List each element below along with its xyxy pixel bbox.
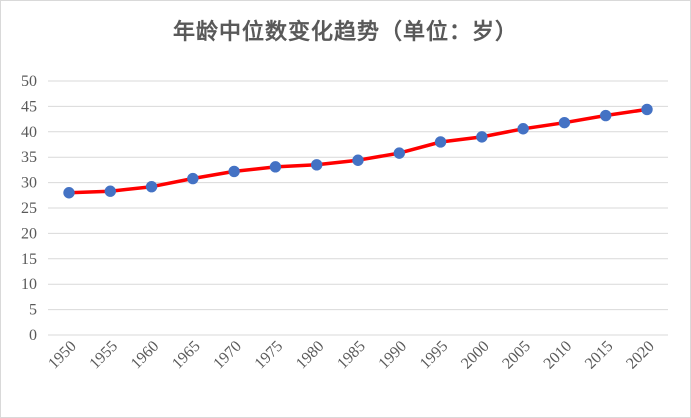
data-point [476, 131, 488, 143]
data-point [145, 180, 158, 193]
y-tick-label: 5 [29, 302, 37, 319]
x-tick-label: 1980 [293, 338, 328, 373]
data-point [517, 123, 529, 135]
x-tick-label: 2005 [499, 338, 534, 373]
x-tick-label: 2010 [541, 338, 576, 373]
x-tick-label: 1955 [86, 338, 121, 373]
x-tick-label: 1965 [169, 338, 204, 373]
x-tick-label: 2020 [623, 338, 658, 373]
y-tick-label: 35 [21, 149, 37, 166]
data-point [104, 185, 116, 197]
x-tick-label: 2015 [582, 338, 617, 373]
data-point [311, 159, 323, 171]
data-point [187, 172, 199, 185]
y-tick-label: 50 [21, 73, 37, 90]
x-tick-label: 1975 [252, 338, 287, 373]
y-tick-label: 25 [21, 200, 37, 217]
x-tick-label: 1990 [375, 338, 410, 373]
y-tick-label: 0 [29, 327, 37, 344]
y-tick-label: 40 [21, 124, 37, 141]
x-tick-label: 1995 [417, 338, 452, 373]
x-tick-label: 1950 [45, 338, 80, 373]
data-point [269, 161, 282, 173]
y-tick-label: 45 [21, 98, 37, 115]
y-axis-ticks: 0 5 10 15 20 25 30 35 40 45 50 [21, 73, 37, 344]
x-tick-label: 1960 [128, 338, 163, 373]
x-axis-ticks: 1950 1955 1960 1965 1970 1975 1980 1985 1990 1995… [45, 338, 658, 373]
data-point [228, 165, 240, 178]
data-point [63, 187, 75, 199]
data-point [434, 136, 447, 148]
series-layer [63, 103, 653, 199]
data-point [600, 109, 612, 122]
y-tick-label: 30 [21, 175, 37, 192]
data-point [558, 116, 571, 129]
data-point [641, 103, 653, 116]
y-tick-label: 15 [21, 251, 37, 268]
chart-title: 年龄中位数变化趋势（单位：岁） [172, 20, 518, 45]
x-tick-label: 2000 [458, 338, 493, 373]
y-tick-label: 20 [21, 225, 37, 242]
y-tick-label: 10 [21, 276, 37, 293]
x-tick-label: 1985 [334, 338, 369, 373]
data-point [393, 147, 405, 159]
x-tick-label: 1970 [210, 338, 245, 373]
data-point [352, 154, 364, 166]
